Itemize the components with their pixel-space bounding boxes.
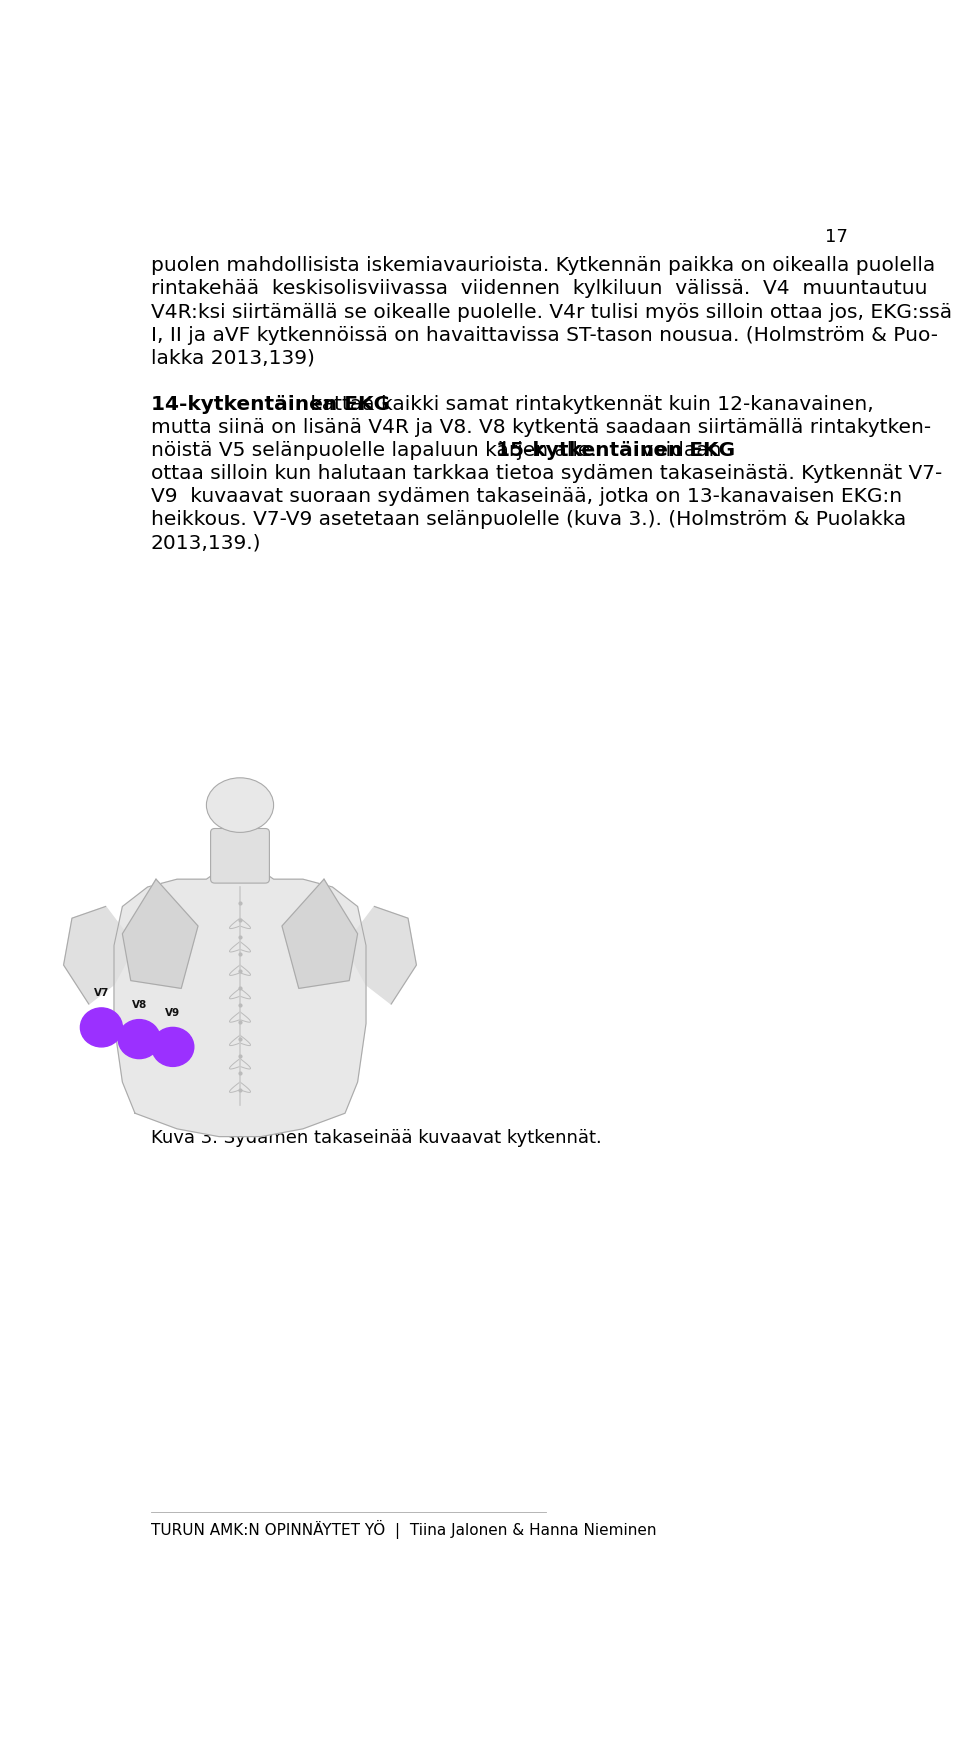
Polygon shape — [282, 879, 357, 989]
Text: nöistä V5 selänpuolelle lapaluun kärjen alle.: nöistä V5 selänpuolelle lapaluun kärjen … — [151, 441, 610, 461]
Text: V8: V8 — [132, 999, 147, 1010]
Polygon shape — [114, 864, 366, 1137]
Text: I, II ja aVF kytkennöissä on havaittavissa ST-tason nousua. (Holmström & Puo-: I, II ja aVF kytkennöissä on havaittavis… — [151, 325, 938, 344]
Text: rintakehää  keskisolisviivassa  viidennen  kylkiluun  välissä.  V4  muuntautuu: rintakehää keskisolisviivassa viidennen … — [151, 280, 927, 299]
Text: voidaan: voidaan — [636, 441, 722, 461]
Text: 17: 17 — [826, 228, 849, 245]
Text: V7: V7 — [94, 989, 109, 998]
Polygon shape — [345, 907, 417, 1005]
Ellipse shape — [206, 779, 274, 833]
Text: heikkous. V7-V9 asetetaan selänpuolelle (kuva 3.). (Holmström & Puolakka: heikkous. V7-V9 asetetaan selänpuolelle … — [151, 511, 906, 530]
Text: V9: V9 — [165, 1008, 180, 1018]
Text: V9  kuvaavat suoraan sydämen takaseinää, jotka on 13-kanavaisen EKG:n: V9 kuvaavat suoraan sydämen takaseinää, … — [151, 487, 902, 506]
Text: Kuva 3. Sydämen takaseinää kuvaavat kytkennät.: Kuva 3. Sydämen takaseinää kuvaavat kytk… — [151, 1128, 602, 1147]
Circle shape — [118, 1020, 160, 1058]
Text: 2013,139.): 2013,139.) — [151, 534, 261, 553]
Text: mutta siinä on lisänä V4R ja V8. V8 kytkentä saadaan siirtämällä rintakytken-: mutta siinä on lisänä V4R ja V8. V8 kytk… — [151, 419, 931, 436]
Polygon shape — [63, 907, 135, 1005]
FancyBboxPatch shape — [210, 829, 270, 883]
Text: ottaa silloin kun halutaan tarkkaa tietoa sydämen takaseinästä. Kytkennät V7-: ottaa silloin kun halutaan tarkkaa tieto… — [151, 464, 943, 483]
Text: TURUN AMK:N OPINNÄYTET YÖ  |  Tiina Jalonen & Hanna Nieminen: TURUN AMK:N OPINNÄYTET YÖ | Tiina Jalone… — [151, 1519, 657, 1538]
Text: lakka 2013,139): lakka 2013,139) — [151, 349, 315, 368]
Circle shape — [81, 1008, 123, 1046]
Text: kattaa kaikki samat rintakytkennät kuin 12-kanavainen,: kattaa kaikki samat rintakytkennät kuin … — [304, 395, 875, 414]
Circle shape — [152, 1027, 194, 1067]
Text: 15-kytkentäinen EKG: 15-kytkentäinen EKG — [496, 441, 735, 461]
Text: puolen mahdollisista iskemiavaurioista. Kytkennän paikka on oikealla puolella: puolen mahdollisista iskemiavaurioista. … — [151, 255, 935, 275]
Text: V4R:ksi siirtämällä se oikealle puolelle. V4r tulisi myös silloin ottaa jos, EKG: V4R:ksi siirtämällä se oikealle puolelle… — [151, 302, 952, 322]
Polygon shape — [123, 879, 198, 989]
Text: 14-kytkentäinen EKG: 14-kytkentäinen EKG — [151, 395, 390, 414]
